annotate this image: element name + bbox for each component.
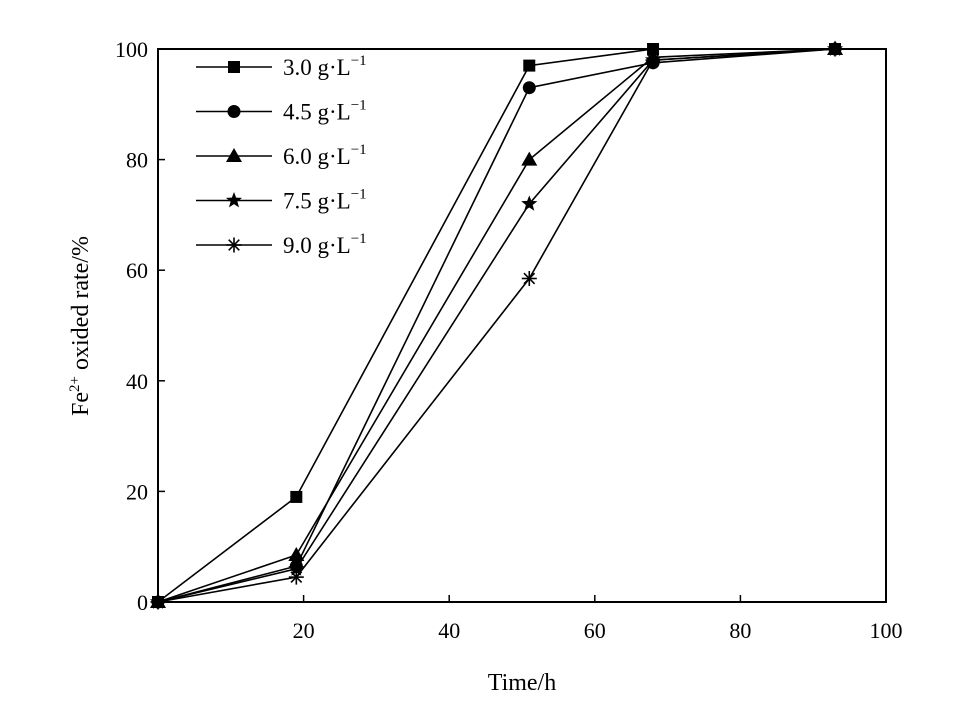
x-tick-label: 20 [293,618,315,643]
y-axis-title-superscript: 2+ [67,376,83,392]
data-point-star [288,560,305,576]
series-line [157,48,835,603]
x-tick-label: 100 [870,618,903,643]
series-line [157,48,836,603]
legend: 3.0 g·L−1 4.5 g·L−1 6.0 g·L−1 7.5 g·L−1 9.0 … [196,53,367,258]
y-axis-title-prefix: Fe [68,392,94,416]
y-tick-label: 40 [126,369,148,394]
y-axis-title-main: oxided rate/% [68,236,94,370]
tick-labels: 20 40 60 80 100 0 20 40 60 80 100 [115,37,903,643]
x-tick-label: 40 [438,618,460,643]
legend-label: 7.5 g·L−1 [283,187,367,214]
series-lines [157,48,836,603]
data-point-asterisk [150,594,166,610]
legend-label: 9.0 g·L−1 [283,231,367,258]
legend-label: 3.0 g·L−1 [283,53,367,80]
y-axis-title: Fe2+ oxided rate/% [67,236,94,416]
legend-label: 4.5 g·L−1 [283,98,367,125]
data-point-square [523,59,536,72]
data-point-asterisk [827,41,843,57]
x-tick-label: 80 [729,618,751,643]
x-tick-label: 60 [584,618,606,643]
series-line [157,48,836,603]
plot-frame [157,48,887,603]
data-point-asterisk [226,237,242,253]
data-point-circle [227,105,241,118]
data-point-asterisk [521,270,537,286]
y-tick-label: 60 [126,258,148,283]
data-point-triangle [288,546,305,561]
data-point-asterisk [645,52,661,68]
y-tick-label: 100 [115,37,148,62]
legend-label: 6.0 g·L−1 [283,142,367,169]
y-tick-label: 20 [126,479,148,504]
series-markers [149,40,844,610]
data-point-triangle [226,148,242,162]
data-point-square [228,61,240,73]
series-line [157,48,836,603]
y-tick-label: 0 [137,590,148,615]
y-tick-label: 80 [126,148,148,173]
data-point-square [647,43,660,55]
data-point-star [521,195,538,211]
data-point-triangle [521,151,538,166]
x-axis-title: Time/h [488,670,556,696]
data-point-square [290,490,303,503]
data-point-star [225,192,243,208]
series-line [157,48,836,603]
data-point-asterisk [288,569,304,585]
axis-ticks [158,48,887,603]
data-point-circle [522,81,536,95]
